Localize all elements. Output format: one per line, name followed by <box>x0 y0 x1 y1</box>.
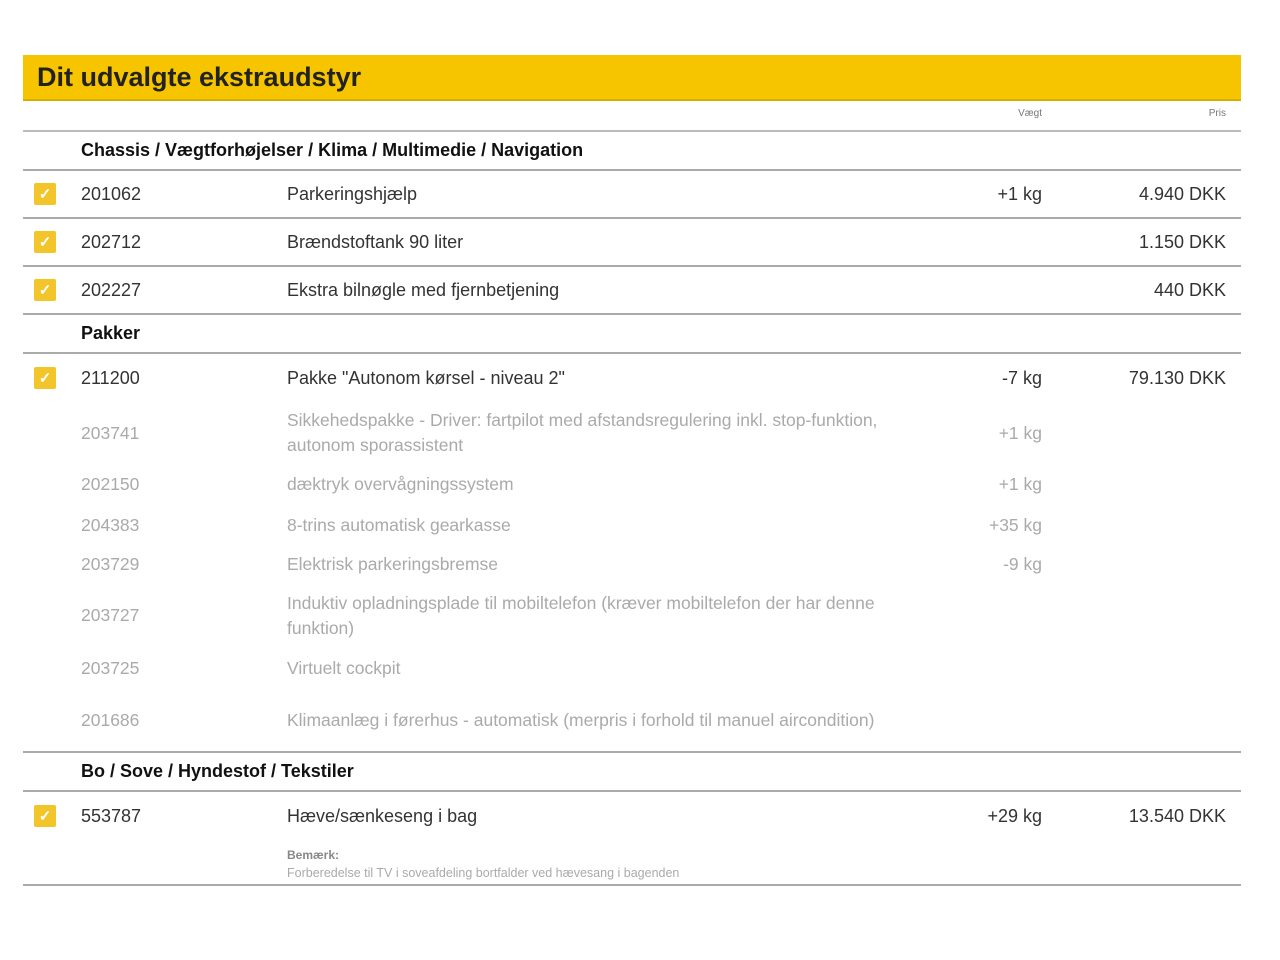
item-weight: +1 kg <box>997 183 1042 204</box>
item-code: 203725 <box>81 657 140 678</box>
item-code: 203741 <box>81 422 140 443</box>
checkbox-checked-icon[interactable]: ✓ <box>34 279 56 301</box>
item-weight: -7 kg <box>1001 367 1042 388</box>
equipment-row[interactable]: ✓ 211200 Pakke "Autonom kørsel - niveau 2"… <box>23 354 1241 402</box>
checkbox-checked-icon[interactable]: ✓ <box>34 183 56 205</box>
package-subitem-row: 204383 8-trins automatisk gearkasse +35 kg <box>23 505 1241 545</box>
item-weight: +1 kg <box>998 422 1042 443</box>
rows: Chassis / Vægtforhøjelser / Klima / Mult… <box>23 132 1241 840</box>
item-description: Ekstra bilnøgle med fjernbetjening <box>287 279 560 300</box>
price-column-header: Pris <box>1208 108 1226 119</box>
note-body: Forberedelse til TV i soveafdeling bortf… <box>287 866 680 880</box>
item-description: 8-trins automatisk gearkasse <box>287 514 511 535</box>
item-description: Virtuelt cockpit <box>287 657 401 678</box>
checkbox-checked-icon[interactable]: ✓ <box>34 805 56 827</box>
item-code: 203729 <box>81 554 140 574</box>
item-code: 204383 <box>81 514 140 535</box>
note-title: Bemærk: <box>287 848 340 862</box>
section-header: Pakker <box>23 315 1241 354</box>
item-code: 203727 <box>81 605 140 625</box>
item-description: Elektrisk parkeringsbremse <box>287 554 499 574</box>
note: Bemærk: Forberedelse til TV i soveafdeli… <box>23 840 1241 886</box>
item-description: Klimaanlæg i førerhus - automatisk (merp… <box>287 709 875 730</box>
item-weight: +29 kg <box>987 805 1042 826</box>
package-subitem-row: 203741 Sikkehedspakke - Driver: fartpilot… <box>23 402 1241 464</box>
item-code: 201686 <box>81 709 140 730</box>
package-subitem-row: 203725 Virtuelt cockpit <box>23 647 1241 689</box>
section-header: Bo / Sove / Hyndestof / Tekstiler <box>23 753 1241 792</box>
package-subitem-row: 202150 dæktryk overvågningssystem +1 kg <box>23 464 1241 505</box>
equipment-list: Dit udvalgte ekstraudstyr Vægt Pris Chas… <box>23 55 1241 886</box>
item-description: Parkeringshjælp <box>287 183 418 204</box>
item-description: dæktryk overvågningssystem <box>287 474 514 494</box>
equipment-row[interactable]: ✓ 202712 Brændstoftank 90 liter 1.150 DKK <box>23 219 1241 267</box>
title-banner: Dit udvalgte ekstraudstyr <box>23 55 1241 101</box>
item-code: 202227 <box>81 279 142 300</box>
item-weight: +35 kg <box>988 514 1042 535</box>
item-price: 1.150 DKK <box>1138 231 1226 252</box>
weight-column-header: Vægt <box>1018 108 1042 119</box>
equipment-row[interactable]: ✓ 202227 Ekstra bilnøgle med fjernbetjenin… <box>23 267 1241 315</box>
item-code: 553787 <box>81 805 142 826</box>
item-code: 201062 <box>81 183 142 204</box>
item-description: Sikkehedspakke - Driver: fartpilot med a… <box>287 410 878 455</box>
item-description: Brændstoftank 90 liter <box>287 231 464 252</box>
item-weight: +1 kg <box>998 474 1042 494</box>
item-price: 79.130 DKK <box>1128 367 1226 388</box>
package-subitem-row: 201686 Klimaanlæg i førerhus - automatisk… <box>23 689 1241 753</box>
checkbox-checked-icon[interactable]: ✓ <box>34 231 56 253</box>
item-code: 211200 <box>81 367 140 388</box>
item-weight: -9 kg <box>1003 554 1042 574</box>
item-code: 202712 <box>81 231 142 252</box>
column-header: Vægt Pris <box>23 101 1241 132</box>
item-price: 440 DKK <box>1153 279 1226 300</box>
section-header: Chassis / Vægtforhøjelser / Klima / Mult… <box>23 132 1241 171</box>
package-subitem-row: 203727 Induktiv opladningsplade til mobil… <box>23 584 1241 647</box>
item-code: 202150 <box>81 474 140 494</box>
equipment-row[interactable]: ✓ 201062 Parkeringshjælp +1 kg 4.940 DKK <box>23 171 1241 219</box>
package-subitem-row: 203729 Elektrisk parkeringsbremse -9 kg <box>23 545 1241 584</box>
item-price: 13.540 DKK <box>1128 805 1226 826</box>
item-price: 4.940 DKK <box>1138 183 1226 204</box>
equipment-row[interactable]: ✓ 553787 Hæve/sænkeseng i bag +29 kg 13.540 … <box>23 792 1241 840</box>
item-description: Induktiv opladningsplade til mobiltelefo… <box>287 592 875 638</box>
item-description: Hæve/sænkeseng i bag <box>287 805 478 826</box>
item-description: Pakke "Autonom kørsel - niveau 2" <box>287 367 565 388</box>
checkbox-checked-icon[interactable]: ✓ <box>34 367 56 389</box>
page-title: Dit udvalgte ekstraudstyr <box>37 61 362 92</box>
